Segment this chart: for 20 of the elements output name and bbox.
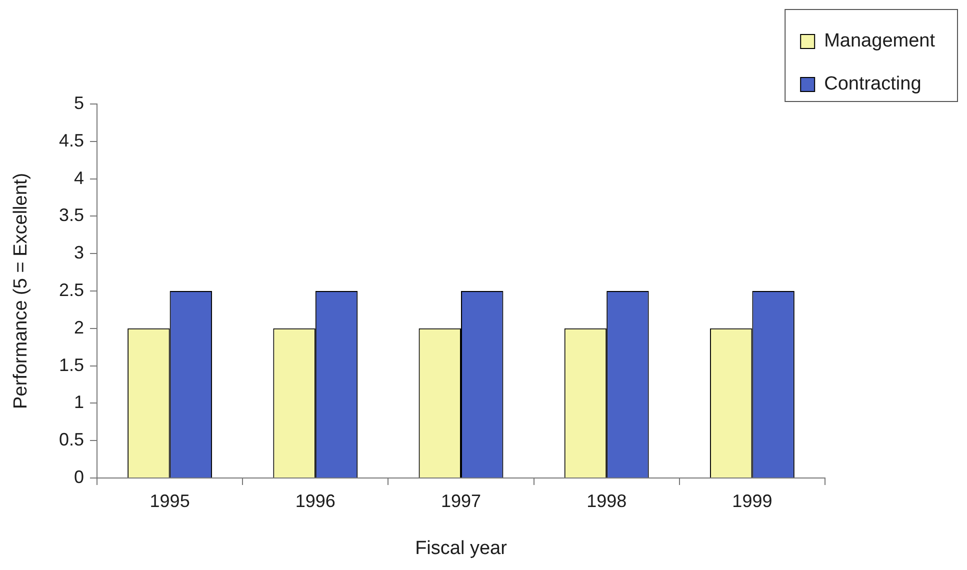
x-tick-label: 1999 xyxy=(732,490,772,511)
x-tick-label: 1997 xyxy=(440,490,482,511)
y-tick-label: 0 xyxy=(74,466,84,487)
y-tick-label: 4 xyxy=(74,168,84,188)
y-tick-label: 1 xyxy=(74,392,84,412)
y-tick-label: 3 xyxy=(74,242,84,263)
x-tick-label: 1996 xyxy=(295,490,336,511)
x-tick-label: 1995 xyxy=(150,490,190,511)
y-tick-label: 0.5 xyxy=(58,430,84,450)
x-axis-title: Fiscal year xyxy=(415,538,508,559)
y-tick-label: 1.5 xyxy=(58,354,84,375)
x-tick-label: 1998 xyxy=(586,490,627,511)
legend-label: Contracting xyxy=(824,74,922,95)
y-axis-title: Performance (5 = Excellent) xyxy=(10,172,32,410)
y-tick-label: 2.5 xyxy=(58,280,84,300)
y-tick-label: 5 xyxy=(74,92,84,113)
y-tick-label: 2 xyxy=(74,317,84,338)
legend-label: Management xyxy=(824,30,936,52)
y-tick-label: 3.5 xyxy=(58,205,84,226)
y-tick-label: 4.5 xyxy=(58,130,84,150)
